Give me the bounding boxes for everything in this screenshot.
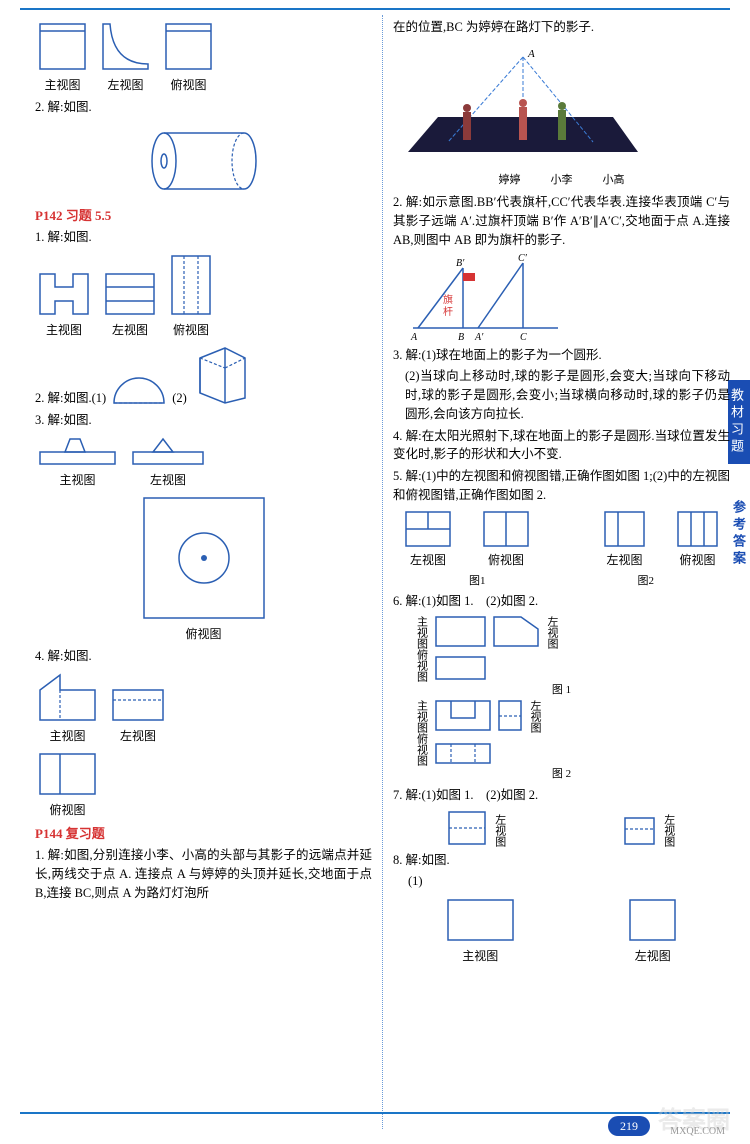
fig-label: 图1: [469, 573, 486, 590]
section-p142: P142 习题 5.5: [35, 206, 372, 226]
view-label: 主视图: [49, 727, 85, 745]
cylinder-icon: [129, 121, 279, 201]
q2-text: 2. 解:如图.(1): [35, 389, 106, 408]
vlabel: 主视图: [413, 700, 430, 733]
svg-text:A: A: [410, 332, 418, 343]
fig-label: 图 2: [393, 766, 730, 783]
p142-q4: 4. 解:如图.: [35, 647, 372, 666]
r-q8: 8. 解:如图.: [393, 851, 730, 870]
fig-p142-q1: 主视图 左视图 俯视图: [35, 251, 372, 339]
view-label: 俯视图: [173, 321, 209, 339]
bottom-rule: [20, 1112, 730, 1114]
fig-label: 图2: [638, 573, 655, 590]
view-label: 俯视图: [679, 551, 715, 569]
item-q2: 2. 解:如图.: [35, 98, 372, 117]
left-column: 主视图 左视图 俯视图 2. 解:如图. P142 习题 5.5 1. 解:如图…: [35, 15, 383, 1129]
vlabel: 俯视图: [413, 733, 430, 766]
page-number: 219: [608, 1116, 650, 1136]
view-label: 主视图: [46, 321, 82, 339]
vlabel: 主视图: [413, 616, 430, 649]
vlabel: 左视图: [491, 814, 508, 847]
fig-q5: 左视图 俯视图 左视图 俯视图: [393, 509, 730, 569]
vlabel: 左视图: [544, 616, 561, 649]
p144-q1: 1. 解:如图,分别连接小李、小高的头部与其影子的远端点并延长,两线交于点 A.…: [35, 846, 372, 902]
streetlight-figure: A 婷婷 小李 小高: [393, 42, 730, 189]
p142-q2: 2. 解:如图.(1) (2): [35, 343, 372, 408]
view-label: 左视图: [410, 551, 446, 569]
vlabel: 俯视图: [413, 649, 430, 682]
view-label: 俯视图: [170, 76, 206, 94]
r-q8-1: (1): [393, 872, 730, 891]
person-label: 婷婷: [499, 172, 521, 189]
flagpole-figure: A B A′ C B′ C′ 旗 杆: [393, 253, 573, 343]
r-q5: 5. 解:(1)中的左视图和俯视图错,正确作图如图 1;(2)中的左视图和俯视图…: [393, 467, 730, 505]
person-label: 小李: [551, 172, 573, 189]
view-label: 俯视图: [185, 625, 221, 643]
page-container: 主视图 左视图 俯视图 2. 解:如图. P142 习题 5.5 1. 解:如图…: [0, 0, 750, 1144]
view-label: 主视图: [462, 947, 498, 965]
r-q6: 6. 解:(1)如图 1. (2)如图 2.: [393, 592, 730, 611]
vlabel: 左视图: [660, 814, 677, 847]
view-label: 俯视图: [488, 551, 524, 569]
svg-text:B′: B′: [456, 258, 465, 269]
fig-q6-1: 主视图 左视图: [413, 614, 730, 649]
right-column: 在的位置,BC 为婷婷在路灯下的影子. A 婷婷 小李 小高 2. 解:如示意图…: [393, 15, 730, 1129]
svg-text:A′: A′: [474, 332, 484, 343]
r-q4: 4. 解:在太阳光照射下,球在地面上的影子是圆形.当球位置发生变化时,影子的形状…: [393, 427, 730, 465]
view-label: 左视图: [635, 947, 671, 965]
view-label: 左视图: [107, 76, 143, 94]
r-q3: 3. 解:(1)球在地面上的影子为一个圆形.: [393, 346, 730, 365]
svg-text:C: C: [520, 332, 527, 343]
svg-text:旗: 旗: [443, 293, 453, 306]
view-label: 左视图: [150, 471, 186, 489]
svg-text:B: B: [458, 332, 464, 343]
q2-text2: (2): [172, 389, 187, 408]
fig-q7: 左视图 左视图: [393, 809, 730, 847]
view-label: 左视图: [112, 321, 148, 339]
r-q7: 7. 解:(1)如图 1. (2)如图 2.: [393, 786, 730, 805]
view-label: 主视图: [44, 76, 80, 94]
person-label: 小高: [603, 172, 625, 189]
fig-q6-2: 主视图 左视图: [413, 698, 730, 733]
r-q3b: (2)当球向上移动时,球的影子是圆形,会变大;当球向下移动时,球的影子是圆形,会…: [393, 367, 730, 423]
watermark-url: MXQE.COM: [670, 1124, 725, 1139]
side-tab-answers: 参考答案: [729, 500, 749, 568]
fig-p142-q3: 主视图 左视图: [35, 434, 372, 489]
view-label: 左视图: [606, 551, 642, 569]
vlabel: 左视图: [527, 700, 544, 733]
view-label: 左视图: [120, 727, 156, 745]
fig-p142-q4: 主视图 左视图: [35, 670, 372, 745]
svg-text:C′: C′: [518, 253, 528, 264]
r-q2: 2. 解:如示意图.BB′代表旗杆,CC′代表华表.连接华表顶端 C′与其影子远…: [393, 193, 730, 249]
view-label: 俯视图: [49, 801, 85, 819]
r-cont: 在的位置,BC 为婷婷在路灯下的影子.: [393, 18, 730, 37]
fig-q8: 主视图 左视图: [393, 895, 730, 965]
view-label: 主视图: [59, 471, 95, 489]
svg-text:A: A: [527, 48, 535, 60]
section-p144: P144 复习题: [35, 824, 372, 844]
fig-label: 图 1: [393, 682, 730, 699]
p142-q3: 3. 解:如图.: [35, 411, 372, 430]
fig-q1-views: 主视图 左视图 俯视图: [35, 19, 372, 94]
p142-q1: 1. 解:如图.: [35, 228, 372, 247]
top-rule: [20, 8, 730, 10]
svg-text:杆: 杆: [443, 306, 453, 318]
side-tab-textbook: 教材习题: [728, 380, 750, 464]
